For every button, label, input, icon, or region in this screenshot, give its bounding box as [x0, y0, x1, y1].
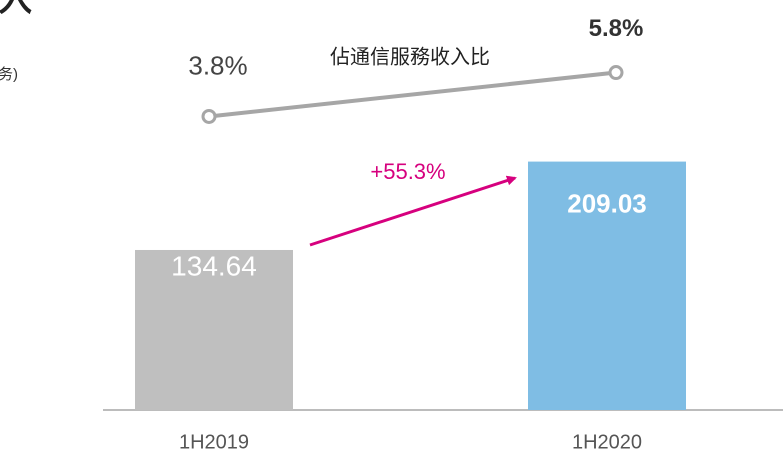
line-marker	[201, 108, 217, 124]
bar	[528, 161, 686, 410]
bar-label: 209.03	[567, 188, 647, 218]
line-label: 5.8%	[589, 15, 644, 42]
line-label: 3.8%	[188, 50, 247, 80]
x-tick-label: 1H2020	[572, 431, 642, 453]
annotation: +55.3%	[370, 159, 445, 184]
legend-label: 佔通信服務收入比	[330, 45, 490, 68]
growth-arrow	[309, 175, 517, 247]
line	[208, 70, 617, 119]
line-marker	[608, 65, 624, 81]
bar	[135, 249, 293, 410]
x-tick-label: 1H2019	[179, 431, 249, 453]
subtitle-fragment: 务)	[0, 66, 18, 83]
title-fragment: 入	[0, 0, 32, 19]
bar-label: 134.64	[171, 250, 257, 281]
